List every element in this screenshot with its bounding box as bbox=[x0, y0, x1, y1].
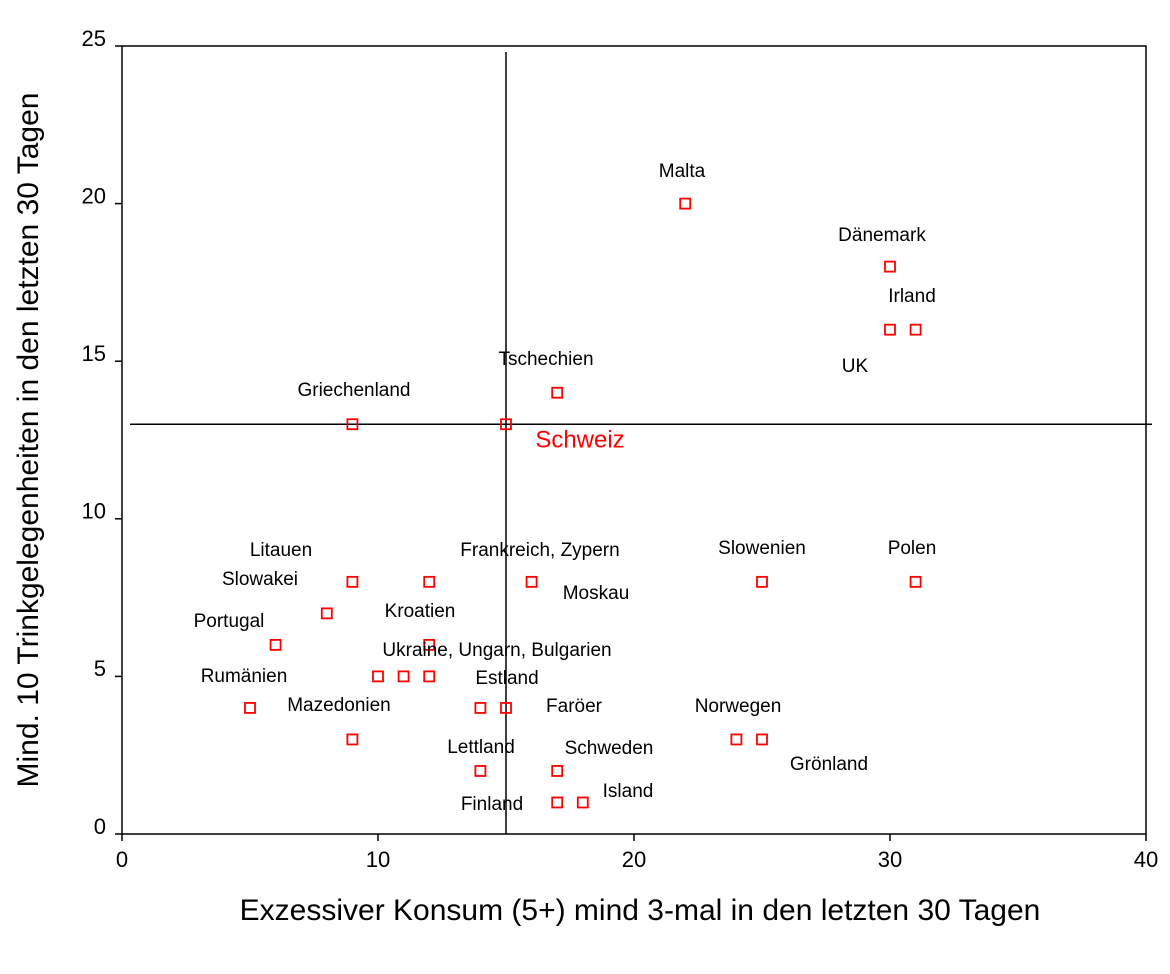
x-tick-label: 10 bbox=[366, 847, 390, 872]
point bbox=[269, 638, 282, 651]
annotation: Slowenien bbox=[718, 538, 806, 559]
plot-frame bbox=[121, 45, 1147, 835]
annotation: Grönland bbox=[790, 754, 868, 775]
point bbox=[500, 702, 512, 714]
point bbox=[372, 670, 384, 683]
point bbox=[346, 575, 359, 588]
point bbox=[909, 323, 922, 336]
point bbox=[397, 670, 410, 683]
point bbox=[884, 323, 896, 336]
point bbox=[551, 796, 564, 809]
point bbox=[423, 575, 436, 588]
point bbox=[346, 418, 359, 431]
annotation: Mazedonien bbox=[287, 695, 391, 716]
point bbox=[679, 197, 692, 210]
point bbox=[756, 575, 768, 588]
annotation: Moskau bbox=[563, 583, 630, 604]
y-tick-label: 20 bbox=[82, 183, 106, 208]
y-axis-title: Mind. 10 Trinkgelegenheiten in den letzt… bbox=[12, 93, 45, 788]
annotation: Schweden bbox=[565, 738, 654, 759]
annotation: Lettland bbox=[447, 737, 515, 758]
y-tick-label: 10 bbox=[82, 499, 106, 524]
x-tick-label: 0 bbox=[116, 847, 128, 872]
annotation: Tschechien bbox=[498, 349, 593, 370]
point bbox=[500, 418, 512, 431]
point bbox=[756, 733, 768, 746]
annotation: Rumänien bbox=[201, 666, 288, 687]
annotation: Slowakei bbox=[222, 569, 298, 590]
point bbox=[525, 575, 538, 588]
point bbox=[551, 765, 564, 777]
annotation: Litauen bbox=[250, 540, 312, 561]
y-tick-label: 15 bbox=[82, 341, 106, 366]
annotation: Norwegen bbox=[695, 696, 782, 717]
annotation: Dänemark bbox=[838, 225, 926, 246]
x-tick-label: 20 bbox=[622, 847, 646, 872]
x-tick-label: 30 bbox=[878, 847, 902, 872]
point bbox=[423, 638, 436, 651]
y-tick-label: 25 bbox=[82, 26, 106, 51]
point bbox=[423, 670, 436, 683]
annotation: Portugal bbox=[194, 611, 265, 632]
x-axis-title: Exzessiver Konsum (5+) mind 3-mal in den… bbox=[240, 894, 1041, 927]
annotation: UK bbox=[842, 356, 869, 377]
point bbox=[576, 796, 589, 809]
annotation: Kroatien bbox=[385, 601, 456, 622]
annotation: Griechenland bbox=[297, 380, 410, 401]
point bbox=[909, 575, 922, 588]
point bbox=[244, 702, 256, 714]
point bbox=[730, 733, 743, 746]
annotation: Frankreich, Zypern bbox=[460, 540, 619, 561]
annotation: Island bbox=[603, 781, 654, 802]
y-tick-label: 5 bbox=[94, 656, 106, 681]
annotation: Faröer bbox=[546, 696, 603, 717]
point bbox=[474, 765, 487, 777]
x-tick-label: 40 bbox=[1134, 847, 1158, 872]
point bbox=[320, 607, 333, 620]
annotation: Polen bbox=[888, 538, 937, 559]
annotation: Finland bbox=[461, 794, 523, 815]
annotation: Malta bbox=[659, 161, 706, 182]
point bbox=[551, 386, 564, 399]
annotation: Irland bbox=[888, 286, 936, 307]
point bbox=[884, 260, 896, 273]
annotation: Schweiz bbox=[535, 426, 624, 453]
annotation: Estland bbox=[475, 668, 538, 689]
point bbox=[474, 702, 487, 714]
y-tick-label: 0 bbox=[94, 814, 106, 839]
point bbox=[346, 733, 359, 746]
annotation: Ukraine, Ungarn, Bulgarien bbox=[382, 640, 611, 661]
